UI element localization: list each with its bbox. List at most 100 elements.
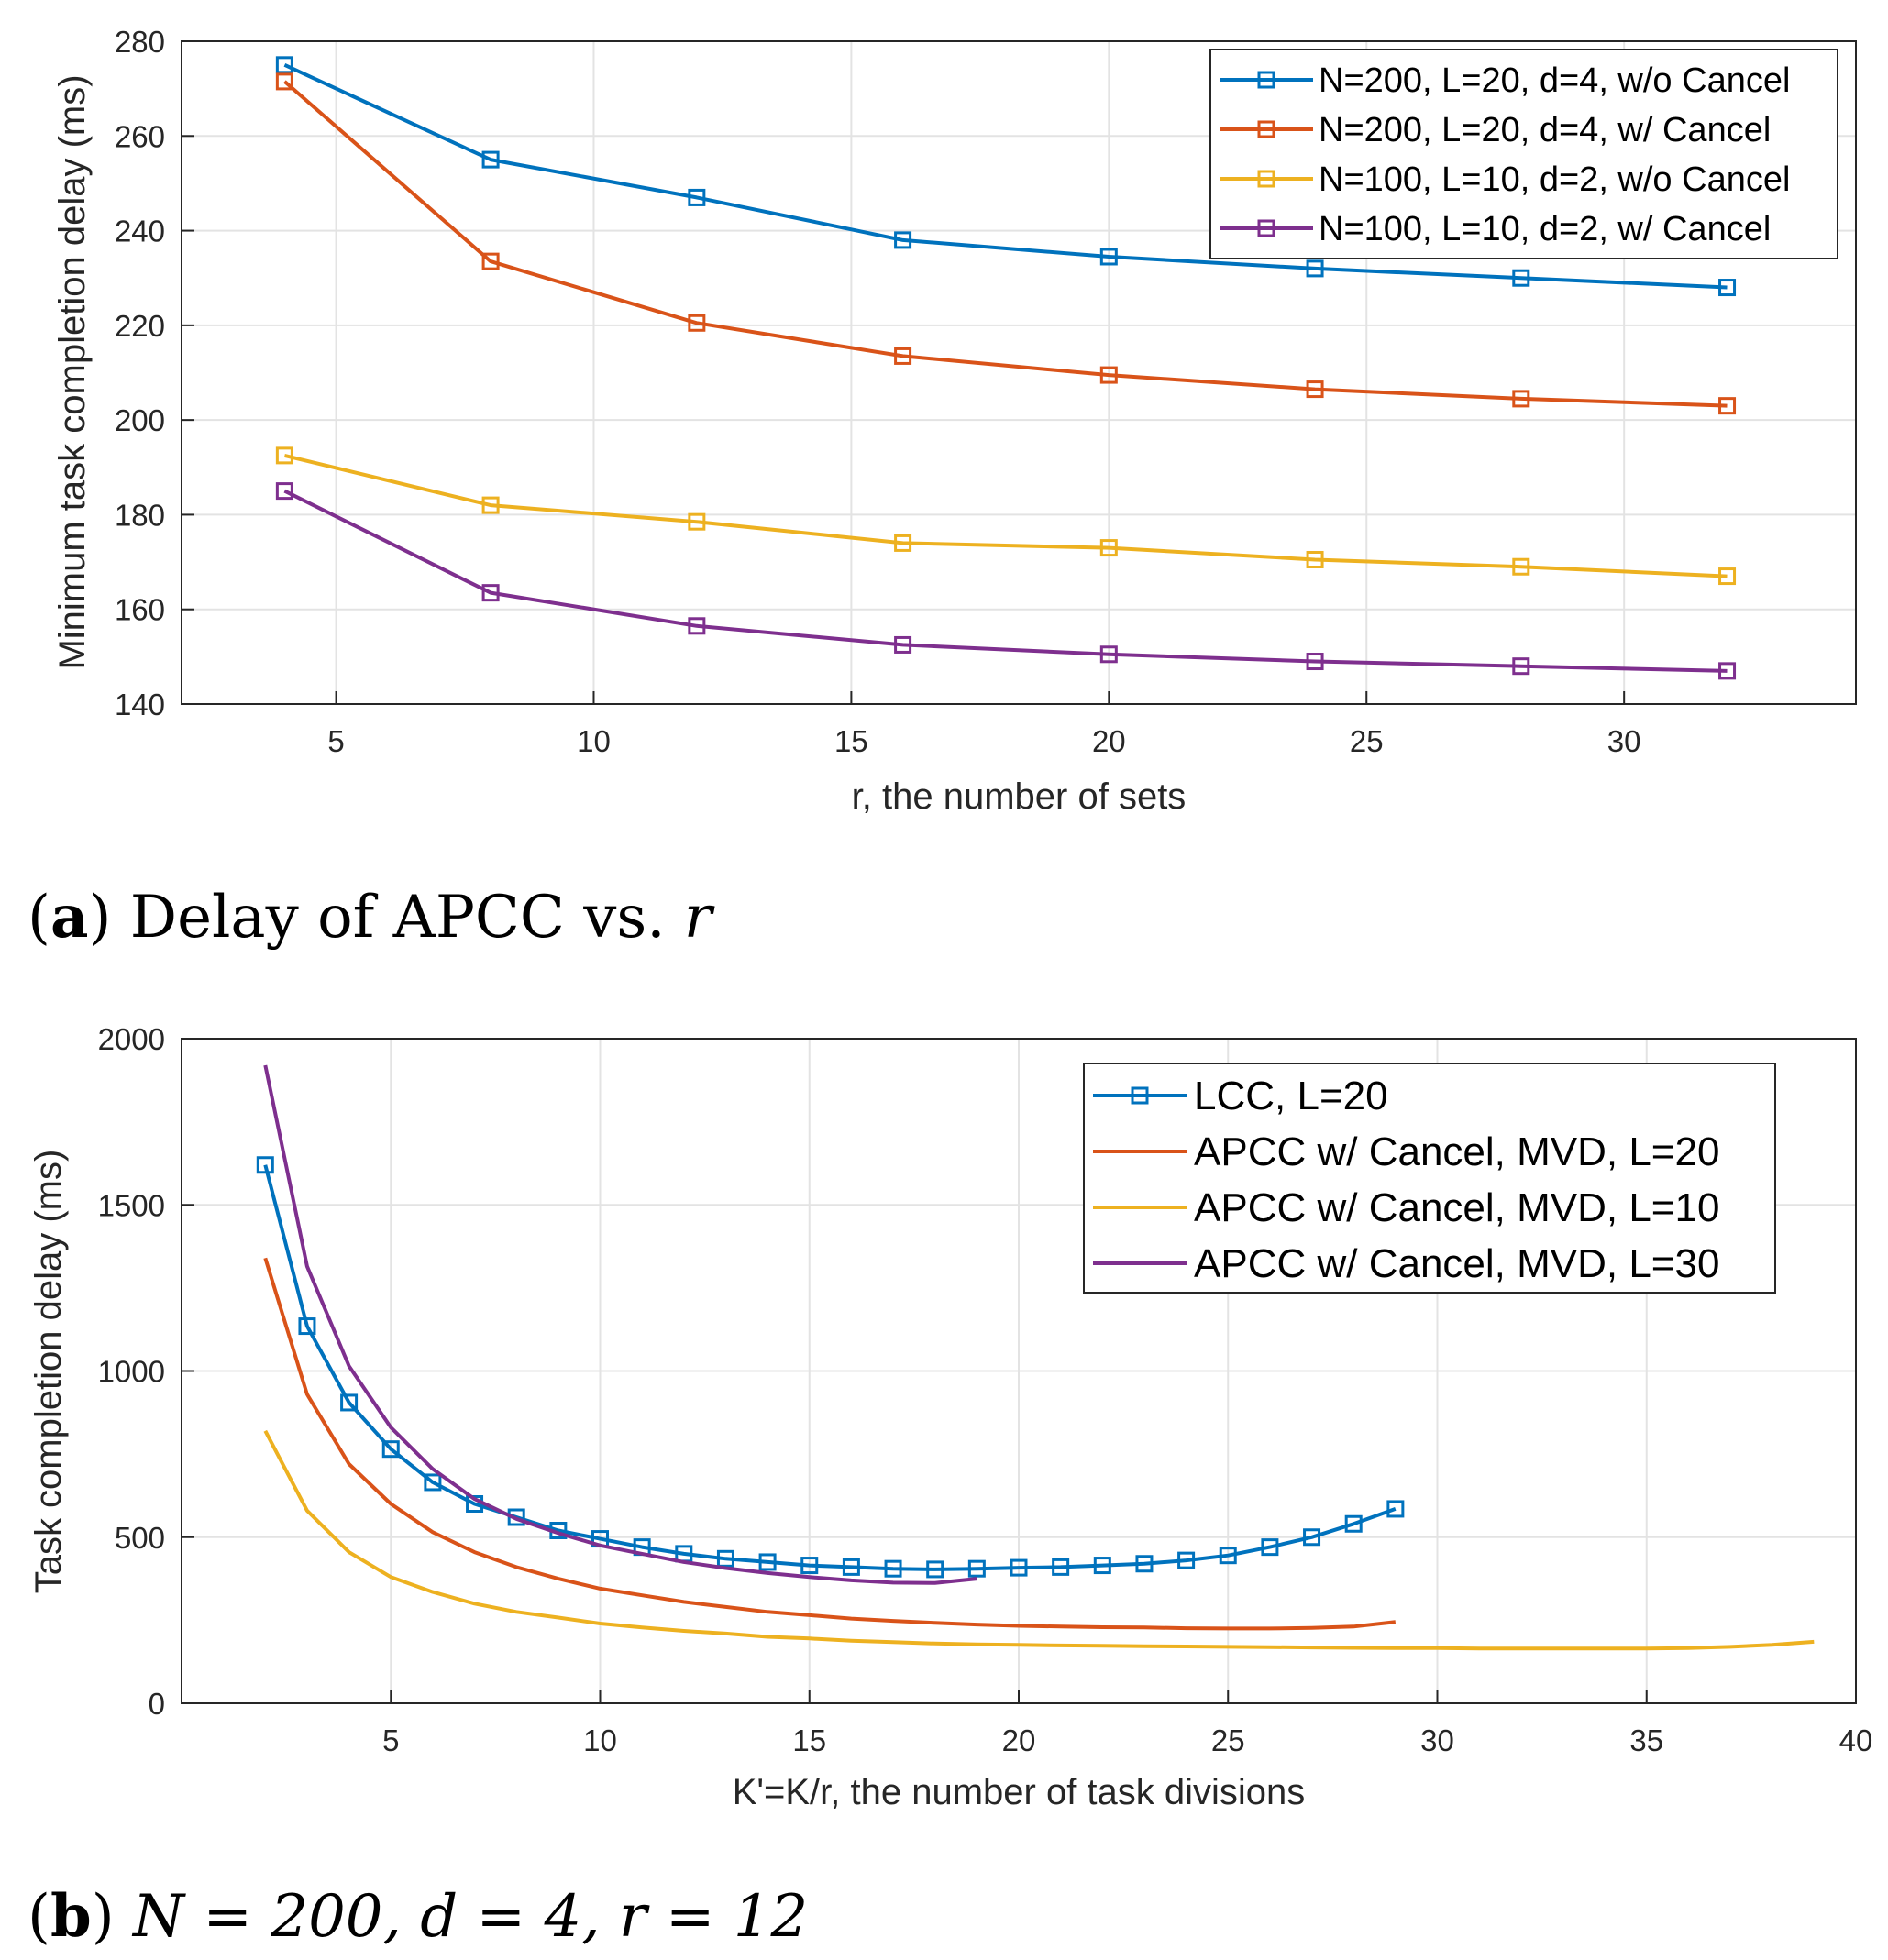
chart-b-ytick-label: 2000 xyxy=(98,1022,165,1056)
chart-b-xtick-label: 10 xyxy=(583,1723,617,1757)
chart-b-xtick-label: 5 xyxy=(382,1723,399,1757)
chart-b-legend: LCC, L=20 APCC w/ Cancel, MVD, L=20 APCC w… xyxy=(1083,1063,1776,1294)
chart-a-data-point xyxy=(481,584,500,602)
chart-b-data-point xyxy=(842,1558,860,1576)
chart-b-legend-marker xyxy=(1131,1086,1149,1105)
chart-b-legend-entry-3: APCC w/ Cancel, MVD, L=30 xyxy=(1093,1241,1719,1286)
chart-a-data-point xyxy=(1718,279,1737,297)
chart-b-data-point xyxy=(1261,1538,1279,1557)
chart-a-xtick-label: 15 xyxy=(834,724,868,758)
chart-b-xlabel: K'=K/r, the number of task divisions xyxy=(733,1772,1306,1812)
chart-a-data-point xyxy=(481,496,500,514)
chart-b-ylabel: Task completion delay (ms) xyxy=(28,1150,69,1594)
chart-a-data-point xyxy=(275,446,293,465)
chart-a-caption-label: a xyxy=(50,883,88,952)
chart-a-ytick-label: 240 xyxy=(115,215,165,248)
chart-a-legend-label: N=200, L=20, d=4, w/ Cancel xyxy=(1319,111,1771,149)
chart-b-data-point xyxy=(256,1156,274,1174)
chart-b-data-point xyxy=(1303,1528,1321,1547)
chart-b-series-0 xyxy=(256,1156,1405,1579)
chart-b-caption: (b) N = 200, d = 4, r = 12 xyxy=(28,1882,808,1951)
chart-a-data-point xyxy=(894,347,912,365)
chart-a-data-point xyxy=(688,512,706,531)
chart-b-legend-entry-0: LCC, L=20 xyxy=(1093,1074,1388,1118)
chart-b-legend-entry-2: APCC w/ Cancel, MVD, L=10 xyxy=(1093,1185,1719,1230)
chart-a-ytick-label: 180 xyxy=(115,498,165,532)
chart-b-data-point xyxy=(298,1317,316,1336)
chart-a-series-line xyxy=(283,62,1728,290)
chart-b-series-line xyxy=(263,1257,1397,1631)
chart-a-caption: (a) Delay of APCC vs. r xyxy=(28,883,715,952)
chart-a-data-point xyxy=(481,252,500,270)
chart-a-data-point xyxy=(1099,248,1118,266)
chart-b-xtick-label: 35 xyxy=(1629,1723,1663,1757)
chart-a-xtick-label: 10 xyxy=(577,724,611,758)
chart-a-legend-entry-0: N=200, L=20, d=4, w/o Cancel xyxy=(1220,61,1790,100)
chart-a-series-1 xyxy=(275,72,1737,415)
chart-a-data-point xyxy=(1718,662,1737,680)
chart-b-xtick-label: 25 xyxy=(1211,1723,1245,1757)
chart-a-legend-label: N=200, L=20, d=4, w/o Cancel xyxy=(1319,61,1790,100)
chart-a-legend-entries: N=200, L=20, d=4, w/o Cancel N=200, L=20,… xyxy=(1220,61,1790,248)
chart-a-caption-variable: r xyxy=(684,884,715,952)
chart-a-legend-entry-3: N=100, L=10, d=2, w/ Cancel xyxy=(1220,210,1771,248)
chart-a-ylabel: Minimum task completion delay (ms) xyxy=(52,74,93,669)
chart-b-series-line xyxy=(263,1164,1397,1571)
chart-b-data-point xyxy=(800,1557,819,1575)
chart-a-legend-entry-2: N=100, L=10, d=2, w/o Cancel xyxy=(1220,160,1790,199)
chart-a-xtick-label: 30 xyxy=(1607,724,1641,758)
svg-text:(a) Delay of APCC vs. r: (a) Delay of APCC vs. r xyxy=(28,883,715,952)
chart-a-ytick-label: 200 xyxy=(115,403,165,437)
chart-a-data-point xyxy=(1718,567,1737,586)
chart-a-series-0 xyxy=(275,56,1737,297)
chart-a-data-point xyxy=(1512,557,1530,576)
chart-a-xtick-label: 20 xyxy=(1092,724,1126,758)
chart-b: 5 10 15 20 25 30 35 40 0 500 1000 1500 2000 K'=K/r, … xyxy=(28,1022,1872,1951)
chart-b-legend-label: APCC w/ Cancel, MVD, L=20 xyxy=(1194,1129,1719,1174)
chart-a-legend-marker xyxy=(1257,120,1275,138)
chart-b-ytick-label: 1500 xyxy=(98,1188,165,1222)
chart-a-data-point xyxy=(1512,390,1530,408)
chart-a-ytick-label: 140 xyxy=(115,688,165,721)
chart-a-ytick-label: 280 xyxy=(115,25,165,59)
chart-a-data-point xyxy=(1306,550,1324,568)
chart-a-data-point xyxy=(688,188,706,206)
chart-a-series xyxy=(275,56,1737,680)
chart-a-xlabel: r, the number of sets xyxy=(852,776,1187,817)
chart-a-ytick-label: 160 xyxy=(115,593,165,627)
chart-b-xtick-label: 15 xyxy=(792,1723,826,1757)
chart-b-xtick-label: 30 xyxy=(1420,1723,1454,1757)
chart-b-data-point xyxy=(1386,1500,1405,1518)
chart-b-ticks: 5 10 15 20 25 30 35 40 0 500 1000 1500 2000 xyxy=(98,1022,1873,1757)
chart-a-plot-area xyxy=(181,40,1857,705)
chart-a-data-point xyxy=(1306,259,1324,278)
chart-a-data-point xyxy=(1512,657,1530,676)
chart-a-data-point xyxy=(1099,645,1118,664)
chart-a-data-point xyxy=(894,635,912,654)
chart-b-data-point xyxy=(884,1559,902,1578)
chart-a-ticks: 5 10 15 20 25 30 140 160 180 200 220 240 260 280 xyxy=(115,25,1641,758)
chart-a-series-3 xyxy=(275,482,1737,680)
chart-b-series-line xyxy=(263,1064,977,1585)
chart-a-series-line xyxy=(283,453,1728,578)
chart-b-data-point xyxy=(340,1393,359,1412)
chart-b-series-2 xyxy=(263,1429,1815,1651)
svg-text:(b) N = 200, d = 4, r = 12: (b) N = 200, d = 4, r = 12 xyxy=(28,1882,808,1951)
chart-b-series-line xyxy=(263,1429,1815,1651)
chart-b-ytick-label: 500 xyxy=(115,1521,165,1555)
chart-b-data-point xyxy=(1010,1558,1028,1577)
chart-a-ytick-label: 260 xyxy=(115,119,165,153)
chart-a-data-point xyxy=(275,482,293,501)
chart-b-data-point xyxy=(424,1473,442,1492)
chart-b-data-point xyxy=(926,1560,944,1579)
chart-a-legend-entry-1: N=200, L=20, d=4, w/ Cancel xyxy=(1220,111,1771,149)
chart-b-legend-label: LCC, L=20 xyxy=(1194,1074,1388,1118)
chart-a-data-point xyxy=(1306,380,1324,399)
chart-b-data-point xyxy=(1177,1551,1196,1569)
chart-a-series-line xyxy=(283,80,1728,408)
chart-a-data-point xyxy=(894,231,912,249)
chart-a-series-line xyxy=(283,489,1728,673)
chart-b-data-point xyxy=(1219,1547,1237,1565)
chart-a-legend-label: N=100, L=10, d=2, w/ Cancel xyxy=(1319,210,1771,248)
